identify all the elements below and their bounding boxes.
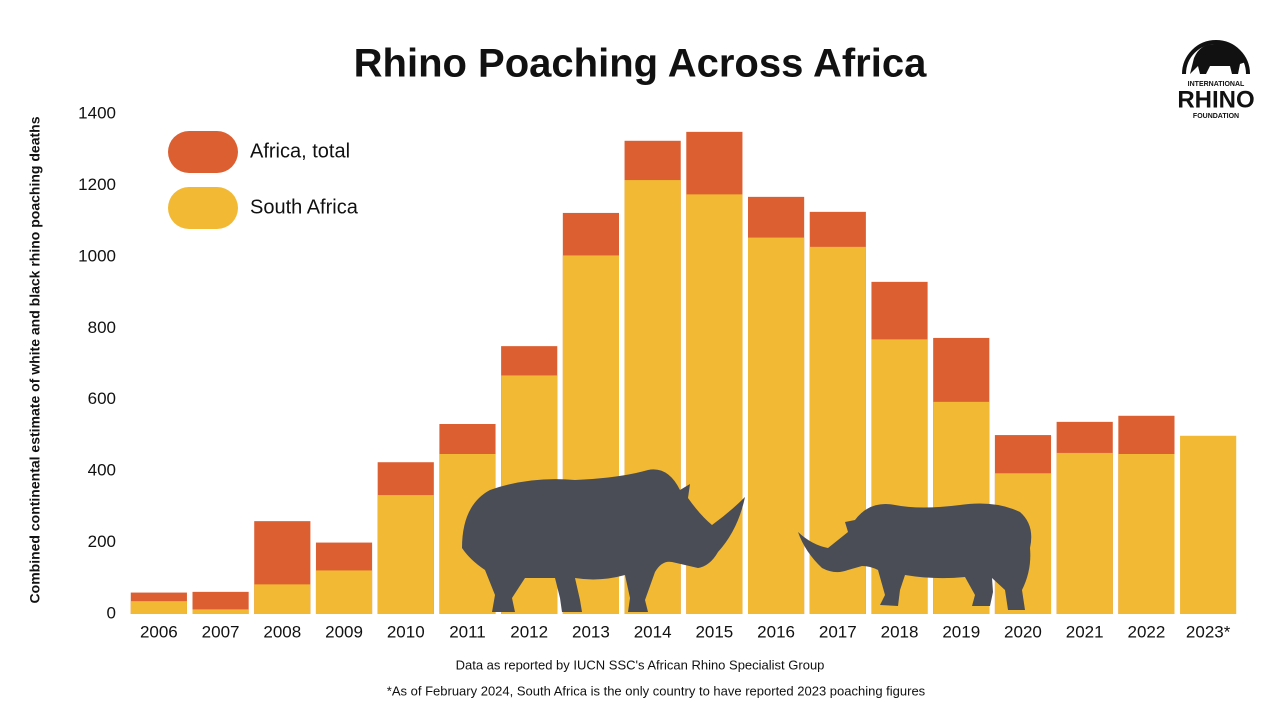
legend-swatch: [168, 187, 238, 229]
bar: [192, 609, 249, 614]
bar: [1056, 452, 1113, 614]
y-tick-label: 0: [107, 603, 116, 622]
legend-label: Africa, total: [250, 140, 350, 162]
x-tick-label: 2018: [881, 622, 919, 641]
bar: [747, 237, 805, 615]
bar: [254, 584, 311, 614]
y-tick-label: 1000: [78, 246, 116, 265]
note: *As of February 2024, South Africa is th…: [387, 683, 926, 698]
bar: [1180, 435, 1237, 614]
y-tick-label: 600: [88, 389, 116, 408]
x-tick-label: 2021: [1066, 622, 1104, 641]
x-tick-label: 2008: [263, 622, 301, 641]
y-tick-label: 800: [88, 318, 116, 337]
x-tick-label: 2013: [572, 622, 610, 641]
bar: [1118, 454, 1175, 614]
x-tick-label: 2009: [325, 622, 363, 641]
y-tick-label: 1200: [78, 175, 116, 194]
bar: [377, 495, 434, 614]
x-tick-label: 2006: [140, 622, 178, 641]
x-tick-label: 2023*: [1186, 622, 1231, 641]
logo-text: FOUNDATION: [1193, 113, 1239, 120]
note: Data as reported by IUCN SSC's African R…: [456, 657, 825, 672]
logo-rhino: [1190, 44, 1246, 74]
bar: [130, 601, 187, 614]
rhino: [462, 469, 745, 612]
x-tick-label: 2015: [695, 622, 733, 641]
y-tick-label: 1400: [78, 103, 116, 122]
legend-label: South Africa: [250, 196, 359, 218]
x-tick-label: 2017: [819, 622, 857, 641]
plot: 0 200 400 600 800 1000 1200 1400 Africa, total So…: [78, 103, 1237, 641]
y-tick-label: 200: [88, 532, 116, 551]
x-tick-label: 2016: [757, 622, 795, 641]
x-tick-label: 2011: [449, 622, 486, 641]
logo-text: INTERNATIONAL: [1188, 81, 1245, 88]
logo: INTERNATIONAL RHINO FOUNDATION: [1177, 40, 1255, 120]
y-axis-label: Combined continental estimate of white a…: [27, 116, 43, 603]
x-tick-label: 2014: [634, 622, 672, 641]
rhino-silhouettes: [462, 469, 1032, 612]
x-tick-label: 2022: [1128, 622, 1166, 641]
y-tick-label: 400: [88, 461, 116, 480]
x-tick-label: 2019: [942, 622, 980, 641]
x-tick-label: 2007: [202, 622, 240, 641]
x-tick-label: 2012: [510, 622, 548, 641]
chart-title: Rhino Poaching Across Africa: [354, 42, 927, 86]
x-tick-label: 2010: [387, 622, 425, 641]
legend-swatch: [168, 131, 238, 173]
logo-text: RHINO: [1177, 86, 1254, 113]
bar: [192, 591, 249, 614]
bar: [315, 570, 373, 614]
rhino: [798, 503, 1032, 610]
x-tick-label: 2020: [1004, 622, 1042, 641]
